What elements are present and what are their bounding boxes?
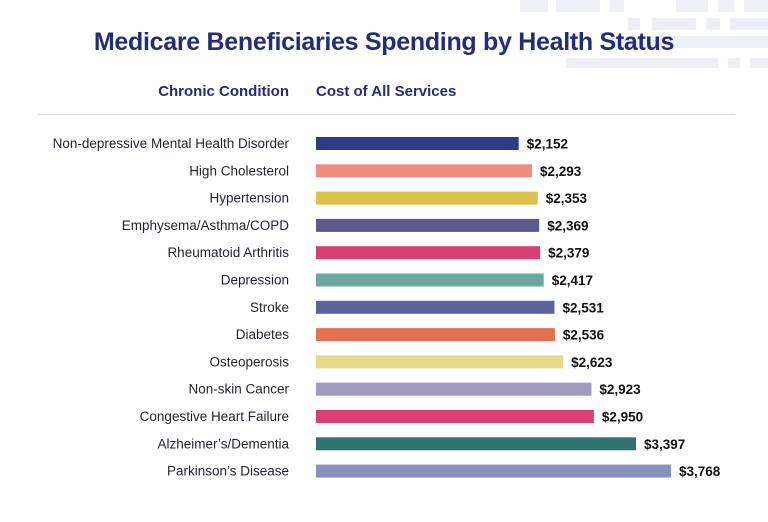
- value-label: $2,293: [540, 164, 582, 179]
- bar: [316, 191, 538, 205]
- category-label: Congestive Heart Failure: [140, 409, 289, 424]
- value-label: $3,768: [679, 464, 721, 479]
- category-label: Depression: [221, 273, 289, 288]
- bar: [316, 355, 564, 369]
- decorative-block: [520, 0, 548, 12]
- category-label: Emphysema/Asthma/COPD: [122, 218, 290, 233]
- value-label: $2,623: [571, 355, 613, 370]
- category-label: Osteoperosis: [209, 354, 289, 369]
- category-label: Non-skin Cancer: [188, 382, 289, 397]
- decorative-block: [628, 18, 640, 30]
- decorative-block: [676, 0, 708, 12]
- chart-title: Medicare Beneficiaries Spending by Healt…: [93, 28, 675, 56]
- bar: [316, 137, 519, 150]
- decorative-block: [652, 18, 696, 30]
- category-label: Rheumatoid Arthritis: [167, 245, 289, 260]
- bar: [316, 464, 671, 478]
- decorative-block: [610, 36, 768, 48]
- value-label: $3,397: [644, 437, 685, 452]
- bar: [316, 273, 544, 287]
- decorative-block: [556, 0, 600, 12]
- decorative-block: [744, 0, 768, 12]
- category-label: High Cholesterol: [189, 163, 289, 178]
- value-label: $2,531: [563, 300, 605, 315]
- value-label: $2,379: [548, 246, 589, 261]
- category-column-header: Chronic Condition: [158, 83, 289, 100]
- bar: [316, 437, 636, 451]
- value-label: $2,923: [599, 382, 641, 397]
- category-label: Parkinson’s Disease: [167, 464, 289, 479]
- bar: [316, 328, 555, 342]
- value-label: $2,417: [552, 273, 593, 288]
- decorative-block: [728, 58, 740, 68]
- category-label: Non-depressive Mental Health Disorder: [53, 136, 290, 151]
- bar: [316, 382, 592, 396]
- header-divider: [38, 114, 735, 115]
- bar: [316, 410, 594, 423]
- value-label: $2,950: [602, 410, 643, 425]
- value-label: $2,536: [563, 328, 605, 343]
- value-column-header: Cost of All Services: [316, 83, 457, 100]
- bar: [316, 300, 555, 314]
- decorative-block: [706, 18, 720, 30]
- bar: [316, 164, 532, 178]
- decorative-block: [610, 0, 624, 12]
- category-label: Alzheimer’s/Dementia: [157, 436, 289, 451]
- category-label: Stroke: [250, 300, 289, 315]
- category-label: Hypertension: [209, 191, 289, 206]
- decorative-block: [750, 58, 768, 68]
- category-label: Diabetes: [236, 327, 290, 342]
- decorative-block: [730, 18, 768, 30]
- decorative-block: [566, 58, 718, 68]
- value-label: $2,152: [527, 137, 568, 152]
- value-label: $2,353: [546, 191, 588, 206]
- value-label: $2,369: [547, 218, 588, 233]
- bar: [316, 246, 541, 260]
- bar: [316, 218, 540, 232]
- decorative-block: [718, 0, 734, 12]
